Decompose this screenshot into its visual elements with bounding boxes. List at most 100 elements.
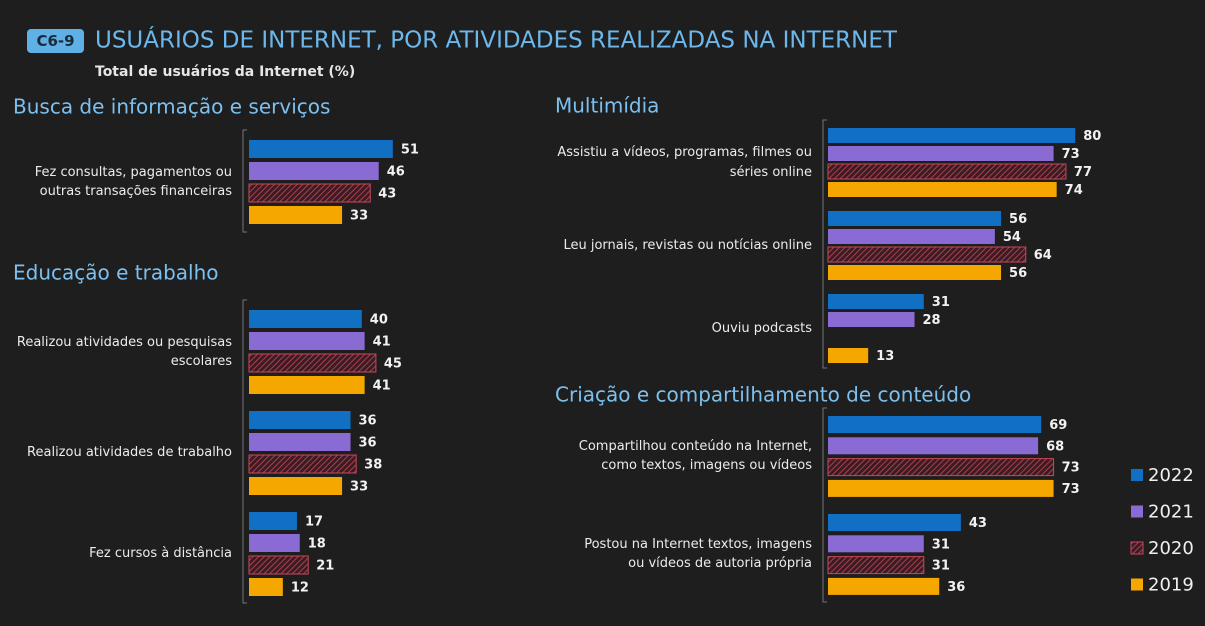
legend-swatch <box>1131 505 1143 518</box>
category-label: Postou na Internet textos, imagens ou ví… <box>584 536 812 572</box>
bar <box>248 353 377 373</box>
value-label: 31 <box>932 559 950 574</box>
value-label: 77 <box>1074 165 1092 180</box>
bar <box>828 128 1076 143</box>
bar <box>248 454 357 474</box>
bar <box>828 479 1054 497</box>
bar <box>828 265 1002 280</box>
value-label: 40 <box>370 313 388 328</box>
legend-label: 2021 <box>1148 502 1194 523</box>
bar <box>827 163 1067 180</box>
category-label: Leu jornais, revistas ou notícias online <box>563 237 812 253</box>
legend-swatch <box>1131 469 1143 481</box>
category-label-box: Compartilhou conteúdo na Internet, como … <box>578 438 812 474</box>
legend-label: 2020 <box>1148 538 1194 559</box>
value-label: 33 <box>350 480 368 495</box>
section-title: Busca de informação e serviços <box>13 95 330 119</box>
value-label: 64 <box>1034 248 1052 263</box>
bar <box>828 211 1002 226</box>
category-label: Realizou atividades ou pesquisas escolar… <box>16 334 232 370</box>
value-label: 41 <box>373 379 391 394</box>
category-label-box: Fez consultas, pagamentos ou outras tran… <box>35 165 232 200</box>
bar <box>828 535 924 553</box>
value-label: 21 <box>316 559 334 574</box>
value-label: 73 <box>1062 147 1080 162</box>
bar <box>249 411 351 429</box>
category-label: Ouviu podcasts <box>711 320 812 336</box>
bar <box>828 437 1039 455</box>
legend-swatch <box>1131 578 1143 591</box>
axis-line <box>242 299 247 604</box>
axis-line <box>822 407 827 603</box>
category-label: Assistiu a vídeos, programas, filmes ou … <box>557 145 812 180</box>
bar <box>249 534 300 552</box>
bar <box>249 140 393 158</box>
badge-text: C6-9 <box>36 32 74 50</box>
bar <box>249 310 362 328</box>
bar <box>828 514 961 531</box>
bar <box>828 312 915 327</box>
value-label: 36 <box>947 580 965 595</box>
bar <box>828 182 1057 197</box>
bar <box>828 294 924 309</box>
legend-label: 2022 <box>1148 465 1194 486</box>
bar <box>249 477 343 495</box>
value-label: 54 <box>1003 230 1021 245</box>
category-label-box: Realizou atividades de trabalho <box>27 445 232 461</box>
value-label: 17 <box>305 515 323 530</box>
bar <box>827 556 925 575</box>
bar <box>828 577 940 595</box>
category-label-box: Realizou atividades ou pesquisas escolar… <box>16 334 232 370</box>
value-label: 12 <box>291 581 309 596</box>
value-label: 73 <box>1062 461 1080 476</box>
title: USUÁRIOS DE INTERNET, POR ATIVIDADES REA… <box>95 26 898 54</box>
category-label-box: Postou na Internet textos, imagens ou ví… <box>584 536 812 572</box>
value-label: 46 <box>387 165 405 180</box>
bar <box>249 433 351 451</box>
value-label: 33 <box>350 209 368 224</box>
value-label: 45 <box>384 357 402 372</box>
value-label: 31 <box>932 295 950 310</box>
bar <box>828 416 1042 433</box>
category-label: Realizou atividades de trabalho <box>27 445 232 461</box>
bar <box>828 146 1054 161</box>
bar <box>249 206 343 224</box>
section-title: Multimídia <box>555 94 659 118</box>
value-label: 51 <box>401 143 419 158</box>
bar <box>827 458 1055 477</box>
value-label: 36 <box>359 436 377 451</box>
category-label-box: Leu jornais, revistas ou notícias online <box>563 237 812 253</box>
value-label: 68 <box>1046 439 1064 454</box>
bar <box>828 229 995 244</box>
bar <box>249 376 365 394</box>
bar <box>249 578 283 596</box>
subtitle: Total de usuários da Internet (%) <box>95 64 355 80</box>
bar <box>249 162 379 180</box>
section-title: Educação e trabalho <box>13 261 219 285</box>
value-label: 80 <box>1083 129 1101 144</box>
value-label: 31 <box>932 537 950 552</box>
bar <box>249 512 297 530</box>
value-label: 36 <box>359 414 377 429</box>
axis-line <box>822 119 827 369</box>
value-label: 38 <box>364 458 382 473</box>
category-label-box: Fez cursos à distância <box>89 546 232 561</box>
legend-swatch <box>1130 541 1144 555</box>
value-label: 74 <box>1065 183 1083 198</box>
value-label: 28 <box>923 313 941 328</box>
value-label: 13 <box>876 349 894 364</box>
bar <box>828 348 869 363</box>
category-label: Compartilhou conteúdo na Internet, como … <box>578 438 812 474</box>
value-label: 56 <box>1009 266 1027 281</box>
category-label-box: Assistiu a vídeos, programas, filmes ou … <box>557 145 812 180</box>
bar <box>248 183 371 203</box>
badge <box>27 29 84 53</box>
axis-line <box>242 129 247 233</box>
value-label: 56 <box>1009 212 1027 227</box>
section-title: Criação e compartilhamento de conteúdo <box>555 383 971 407</box>
bar <box>827 246 1027 263</box>
category-label-box: Ouviu podcasts <box>711 320 812 336</box>
bar <box>248 555 309 575</box>
